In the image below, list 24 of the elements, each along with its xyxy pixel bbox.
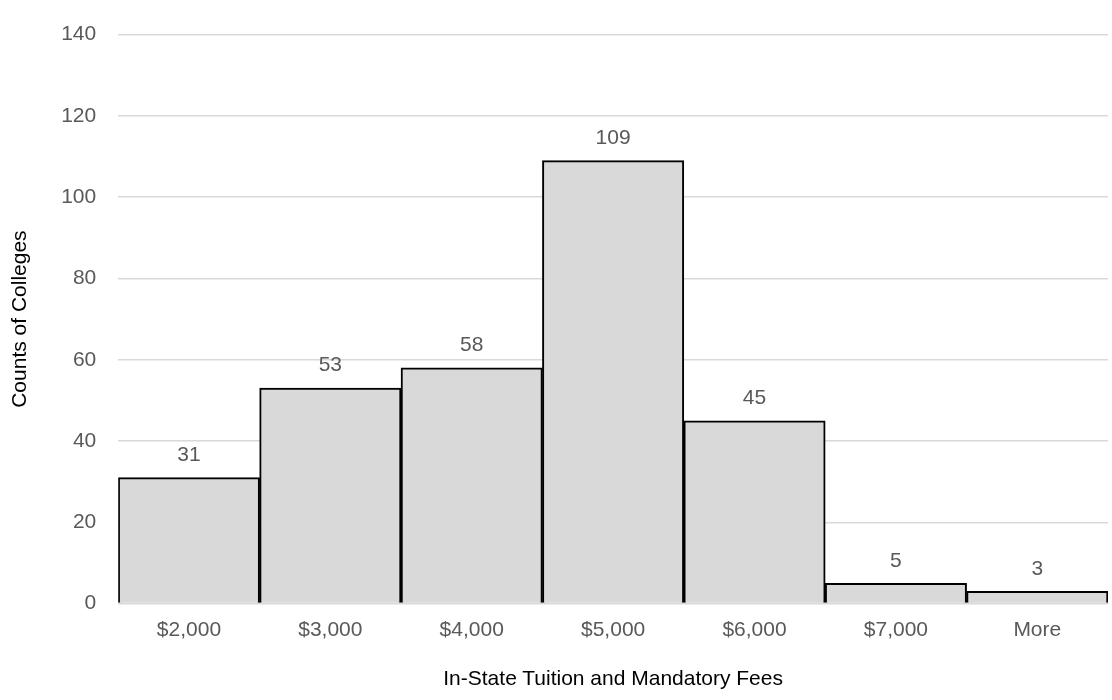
x-axis-title: In-State Tuition and Mandatory Fees xyxy=(443,666,783,690)
x-tick-label: $6,000 xyxy=(722,617,787,640)
y-tick-label: 40 xyxy=(72,427,97,451)
data-label: 45 xyxy=(742,385,767,408)
y-tick-label: 60 xyxy=(72,346,97,370)
x-tick-label: $5,000 xyxy=(581,617,646,640)
y-tick-label: 0 xyxy=(84,590,97,614)
data-label: 53 xyxy=(318,352,343,376)
x-tick-label: $4,000 xyxy=(439,617,504,640)
data-label: 58 xyxy=(460,332,484,356)
y-axis-title: Counts of Colleges xyxy=(7,230,31,408)
x-tick-label: $2,000 xyxy=(156,617,222,640)
y-tick-label: 140 xyxy=(61,21,97,45)
data-label: 3 xyxy=(1031,555,1044,579)
x-tick-label: $7,000 xyxy=(863,617,929,640)
data-label: 5 xyxy=(890,547,902,571)
y-tick-label: 80 xyxy=(72,265,97,289)
x-tick-label: $3,000 xyxy=(298,617,363,640)
data-label: 109 xyxy=(595,124,631,148)
y-tick-label: 20 xyxy=(72,509,97,533)
y-tick-label: 100 xyxy=(61,183,97,207)
data-label: 31 xyxy=(177,441,201,465)
x-tick-label: More xyxy=(1013,617,1062,640)
y-tick-label: 120 xyxy=(61,102,97,126)
